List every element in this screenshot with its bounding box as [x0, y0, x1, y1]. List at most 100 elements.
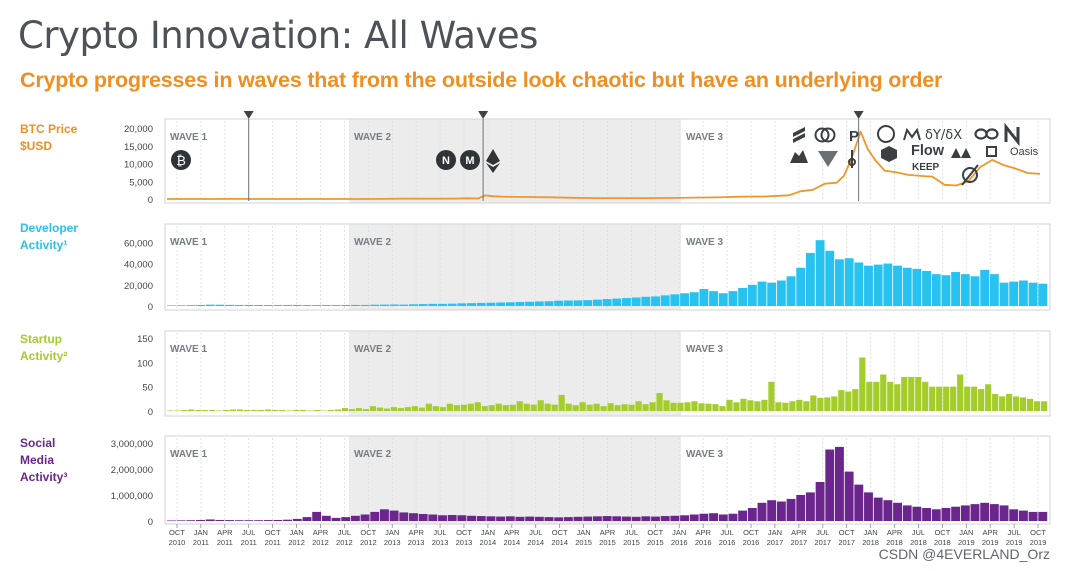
dev-panel-label: Developer Activity¹ — [20, 220, 78, 254]
dev-bar — [835, 259, 844, 306]
h-logo — [790, 150, 808, 163]
m-logo — [903, 127, 921, 141]
social-bar — [825, 449, 835, 521]
social-bar — [370, 511, 380, 521]
social-bar — [738, 510, 748, 521]
startup-bar — [229, 409, 237, 411]
social-bar — [409, 513, 418, 521]
social-bar — [612, 516, 622, 521]
startup-bar — [376, 407, 383, 411]
infinity-logo-2 — [985, 128, 999, 140]
startup-bar — [411, 406, 418, 411]
y-tick-label: 3,000,000 — [111, 439, 153, 450]
startup-bar — [187, 409, 195, 411]
dev-bar — [467, 303, 476, 306]
dev-bar — [641, 296, 651, 306]
btc-panel-border — [164, 118, 1051, 204]
dev-bar — [815, 240, 825, 306]
x-tick-month: JUL — [912, 528, 925, 537]
wave-label: WAVE 3 — [686, 132, 723, 143]
startup-bar — [586, 404, 593, 411]
startup-bar — [453, 405, 460, 411]
startup-bar — [551, 404, 558, 411]
wave-label: WAVE 2 — [354, 132, 391, 143]
social-bar — [244, 520, 254, 521]
dev-bar — [428, 303, 438, 306]
startup-bar — [467, 403, 474, 411]
startup-bar — [852, 389, 859, 411]
social-bar — [428, 514, 438, 521]
dev-bar — [960, 274, 970, 306]
f-logo-dot — [848, 158, 856, 166]
dev-bar — [350, 304, 360, 306]
dev-bar — [447, 303, 457, 306]
startup-bar — [635, 401, 642, 411]
wave-label: WAVE 3 — [686, 344, 723, 355]
dev-bar — [302, 305, 312, 306]
startup-bar — [908, 376, 915, 411]
x-tick-year: 2014 — [527, 538, 544, 547]
dev-bar — [602, 299, 612, 306]
x-tick-month: JAN — [864, 528, 878, 537]
startup-bar — [362, 409, 369, 411]
dev-bar — [989, 274, 999, 306]
flow-logo: Flow — [911, 143, 945, 159]
x-tick-month: JAN — [289, 528, 303, 537]
wave-2-shade — [349, 119, 681, 203]
social-bar — [554, 517, 564, 521]
social-bar — [544, 517, 554, 521]
x-tick-month: JUL — [529, 528, 542, 537]
startup-bar — [208, 410, 216, 411]
y-tick-label: 0 — [148, 195, 153, 206]
startup-bar — [320, 410, 328, 412]
x-tick-month: JAN — [194, 528, 208, 537]
square-logo — [986, 146, 997, 157]
btc-panel-label: BTC Price $USD — [20, 121, 77, 155]
dev-bar — [699, 289, 709, 306]
startup-bar — [712, 404, 719, 411]
p-logo: P — [849, 128, 859, 145]
startup-bar — [383, 408, 390, 411]
bitcoin-logo-glyph: ₿ — [176, 154, 186, 169]
startup-bar — [278, 410, 286, 411]
social-bar — [418, 513, 428, 521]
dev-bar — [1028, 282, 1038, 306]
dev-bar — [1018, 280, 1028, 306]
x-tick-month: JUL — [720, 528, 733, 537]
startup-bar — [691, 401, 698, 411]
startup-bar — [936, 386, 943, 411]
startup-bar — [1041, 401, 1048, 411]
startup-bar — [866, 381, 873, 411]
dev-bar — [186, 305, 196, 306]
startup-bar — [677, 402, 684, 411]
startup-bar — [167, 410, 174, 412]
startup-bar — [334, 409, 341, 411]
social-bar — [796, 495, 806, 521]
x-tick-year: 2016 — [671, 538, 688, 547]
x-tick-month: JUL — [338, 528, 351, 537]
dev-bar — [980, 269, 990, 306]
x-tick-year: 2017 — [814, 538, 831, 547]
startup-panel-label: Startup Activity² — [20, 331, 67, 365]
dev-bar — [176, 305, 186, 306]
social-bar — [476, 516, 486, 521]
keep-logo: KEEP — [912, 162, 940, 173]
startup-bar — [425, 403, 432, 411]
y-tick-label: 40,000 — [124, 260, 153, 271]
social-bar — [205, 519, 215, 521]
dev-bar — [496, 302, 506, 306]
dev-bar — [225, 304, 234, 306]
social-bar — [805, 492, 815, 521]
startup-bar — [236, 409, 244, 411]
x-tick-year: 2012 — [288, 538, 305, 547]
startup-bar — [173, 410, 181, 412]
startup-bar — [474, 402, 481, 411]
dev-bar — [409, 304, 418, 306]
x-tick-month: APR — [695, 528, 711, 537]
dev-bar — [457, 303, 467, 306]
startup-bar — [943, 386, 950, 411]
social-bar — [951, 506, 961, 521]
startup-bar — [670, 402, 677, 411]
dev-bar — [902, 267, 912, 306]
